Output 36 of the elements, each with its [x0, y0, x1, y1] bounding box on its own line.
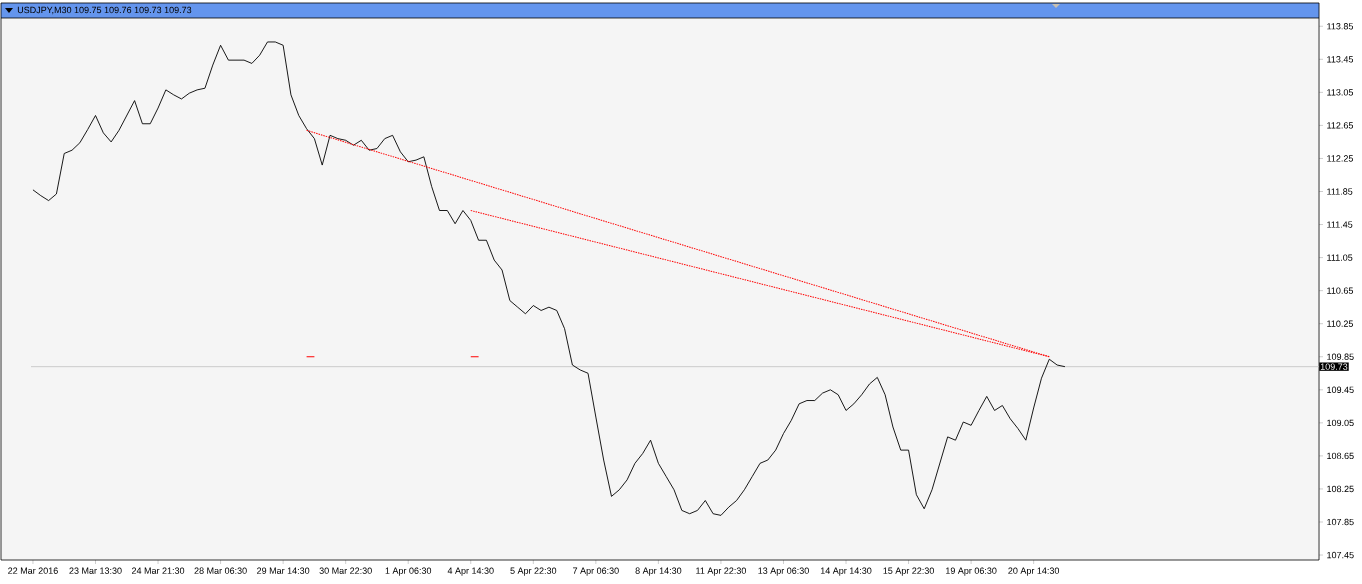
- y-tick-label: 109.85: [1327, 353, 1354, 360]
- y-tick-label: 113.85: [1327, 23, 1354, 30]
- chart-title: USDJPY,M30 109.75 109.76 109.73 109.73: [17, 6, 192, 15]
- x-tick-label: 20 Apr 14:30: [1008, 567, 1060, 576]
- y-tick-label: 109.05: [1327, 419, 1354, 427]
- y-tick-label: 107.45: [1327, 551, 1354, 559]
- y-tick-label: 111.45: [1327, 221, 1353, 228]
- y-tick-label: 108.65: [1327, 452, 1354, 460]
- x-tick-label: 5 Apr 22:30: [510, 567, 557, 576]
- y-tick-label: 109.45: [1327, 386, 1354, 393]
- x-tick-label: 11 Apr 22:30: [696, 567, 747, 576]
- y-tick-label: 107.85: [1327, 518, 1354, 526]
- x-tick-label: 22 Mar 2016: [8, 567, 58, 574]
- x-tick-label: 19 Apr 06:30: [946, 567, 997, 576]
- ref-line-label: 109.73: [1320, 363, 1348, 370]
- x-tick-label: 1 Apr 06:30: [385, 567, 432, 576]
- x-tick-label: 29 Mar 14:30: [257, 567, 310, 574]
- x-tick-label: 14 Apr 14:30: [820, 567, 872, 576]
- x-tick-label: 13 Apr 06:30: [758, 567, 809, 576]
- x-tick-label: 8 Apr 14:30: [635, 567, 682, 576]
- y-tick-label: 113.05: [1327, 89, 1354, 96]
- x-tick-label: 24 Mar 21:30: [131, 567, 185, 574]
- y-tick-label: 111.05: [1327, 254, 1353, 261]
- y-tick-label: 112.65: [1327, 122, 1354, 129]
- y-tick-label: 111.85: [1327, 188, 1353, 195]
- x-tick-label: 28 Mar 06:30: [194, 567, 247, 574]
- y-tick-label: 113.45: [1327, 56, 1354, 63]
- x-tick-label: 30 Mar 22:30: [319, 567, 372, 574]
- y-tick-label: 108.25: [1327, 485, 1354, 493]
- y-tick-label: 110.25: [1327, 320, 1354, 327]
- y-tick-label: 112.25: [1327, 155, 1354, 162]
- y-tick-label: 110.65: [1327, 287, 1354, 294]
- x-tick-label: 7 Apr 06:30: [573, 567, 619, 576]
- x-tick-label: 15 Apr 22:30: [883, 567, 934, 576]
- x-tick-label: 4 Apr 14:30: [447, 567, 494, 576]
- x-tick-label: 23 Mar 13:30: [69, 567, 122, 574]
